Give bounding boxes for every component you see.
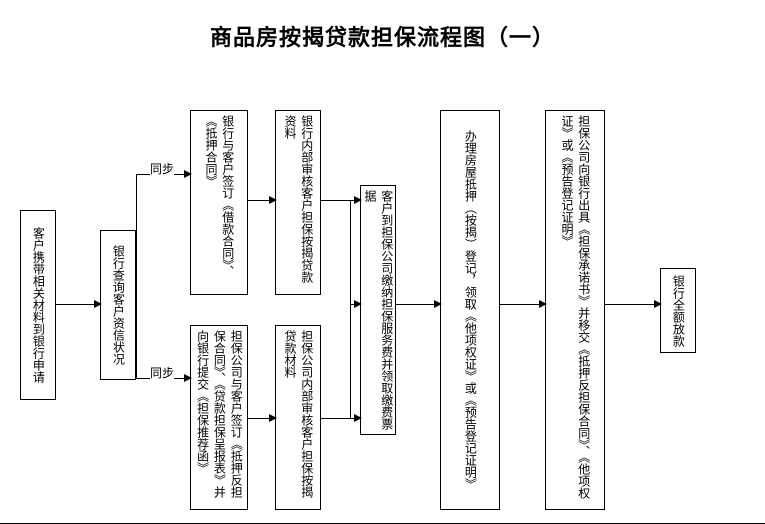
flow-node-n7: 担保公司向银行出具《担保承诺书》并移交《抵押反担保合同》、《他项权证》或《预告登… — [545, 110, 605, 510]
flow-node-label: 银行全额放款 — [670, 275, 687, 347]
edge-v — [350, 200, 351, 305]
edge-v — [136, 174, 137, 305]
flow-node-n3a: 银行与客户签订《借款合同》、《抵押合同》 — [190, 110, 248, 295]
flow-node-label: 担保公司向银行出具《担保承诺书》并移交《抵押反担保合同》、《他项权证》或《预告登… — [558, 115, 592, 505]
edge-h — [248, 200, 276, 201]
edge-h — [396, 304, 441, 305]
edge-h — [350, 304, 361, 305]
edge-label: 同步 — [150, 160, 174, 177]
edge-h — [248, 418, 276, 419]
flow-node-n1: 客户携带相关材料到银行申请 — [20, 210, 56, 400]
edge-label: 同步 — [150, 364, 174, 381]
edge-h — [321, 200, 361, 201]
flow-node-n5: 客户到担保公司缴纳担保服务费并领取缴费票据 — [360, 185, 396, 435]
chart-title: 商品房按揭贷款担保流程图（一） — [0, 20, 765, 52]
edge-h — [500, 304, 546, 305]
flow-node-n8: 银行全额放款 — [660, 268, 696, 353]
edge-h — [605, 304, 661, 305]
flow-node-label: 担保公司内部审核客户担保按揭贷款材料 — [281, 330, 315, 505]
flow-node-n6: 办理房屋抵押（按揭）登记，领取《他项权证》或《预告登记证明》 — [440, 110, 500, 510]
edge-h — [56, 304, 101, 305]
flow-node-label: 银行查询客户资信状况 — [110, 245, 127, 365]
edge-v — [350, 304, 351, 419]
flow-node-n3b: 担保公司与客户签订《抵押反担保合同》、《贷款担保呈报表》并向银行提交《担保推荐函… — [190, 325, 248, 510]
edge-h — [321, 418, 361, 419]
flow-node-n4a: 银行内部审核客户担保按揭贷款资料 — [275, 110, 321, 295]
flow-node-n4b: 担保公司内部审核客户担保按揭贷款材料 — [275, 325, 321, 510]
flow-node-label: 客户携带相关材料到银行申请 — [30, 227, 47, 383]
flow-node-label: 客户到担保公司缴纳担保服务费并领取缴费票据 — [361, 190, 395, 430]
flow-node-n2: 银行查询客户资信状况 — [100, 230, 136, 380]
flow-node-label: 银行与客户签订《借款合同》、《抵押合同》 — [202, 115, 236, 290]
flow-node-label: 银行内部审核客户担保按揭贷款资料 — [281, 115, 315, 290]
edge-v — [136, 304, 137, 379]
flow-node-label: 办理房屋抵押（按揭）登记，领取《他项权证》或《预告登记证明》 — [462, 130, 479, 490]
flowchart-canvas: 商品房按揭贷款担保流程图（一） 客户携带相关材料到银行申请 银行查询客户资信状况 银… — [0, 0, 765, 524]
flow-node-label: 担保公司与客户签订《抵押反担保合同》、《贷款担保呈报表》并向银行提交《担保推荐函… — [194, 330, 244, 505]
